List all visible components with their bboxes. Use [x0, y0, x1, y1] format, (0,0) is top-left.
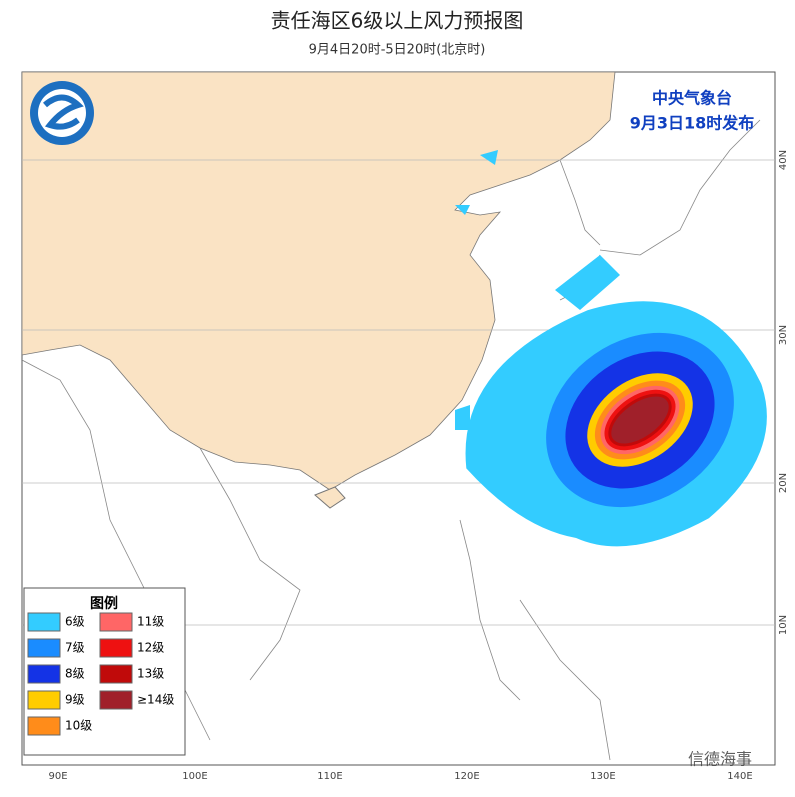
legend-label: 7级: [65, 641, 85, 655]
lat-label: 10N: [778, 615, 789, 635]
legend-swatch: [99, 638, 133, 658]
lon-label: 120E: [454, 771, 479, 782]
watermark: 信德海事: [688, 750, 752, 769]
legend-swatch: [27, 664, 61, 684]
title: 责任海区6级以上风力预报图: [271, 9, 524, 33]
legend-label: 11级: [137, 615, 164, 629]
logo: [30, 81, 94, 145]
hainan: [314, 486, 346, 509]
china-land: [22, 72, 616, 491]
legend-label: 6级: [65, 615, 85, 629]
lat-label: 40N: [778, 150, 789, 170]
agency: 中央气象台: [652, 89, 732, 108]
lon-label: 140E: [727, 771, 752, 782]
legend-label: 12级: [137, 641, 164, 655]
legend-label: 9级: [65, 693, 85, 707]
legend-swatch: [99, 612, 133, 632]
legend-label: 8级: [65, 667, 85, 681]
legend: 图例 6级 7级 8级 9级 10级 11级 12级 13级 ≥14级: [23, 587, 186, 756]
legend-swatch: [99, 690, 133, 710]
legend-swatch: [27, 716, 61, 736]
legend-swatch: [27, 638, 61, 658]
lon-label: 110E: [317, 771, 342, 782]
legend-label: 13级: [137, 667, 164, 681]
lon-label: 90E: [48, 771, 67, 782]
issue-time: 9月3日18时发布: [630, 114, 755, 133]
wind-field-north: [455, 150, 620, 430]
lat-label: 30N: [778, 325, 789, 345]
legend-label: ≥14级: [137, 693, 174, 707]
wind-field: [465, 301, 767, 547]
lat-label: 20N: [778, 473, 789, 493]
legend-label: 10级: [65, 719, 92, 733]
legend-swatch: [27, 612, 61, 632]
legend-title: 图例: [90, 595, 118, 612]
subtitle: 9月4日20时-5日20时(北京时): [309, 43, 486, 58]
lon-label: 100E: [182, 771, 207, 782]
lon-label: 130E: [590, 771, 615, 782]
legend-swatch: [27, 690, 61, 710]
legend-swatch: [99, 664, 133, 684]
